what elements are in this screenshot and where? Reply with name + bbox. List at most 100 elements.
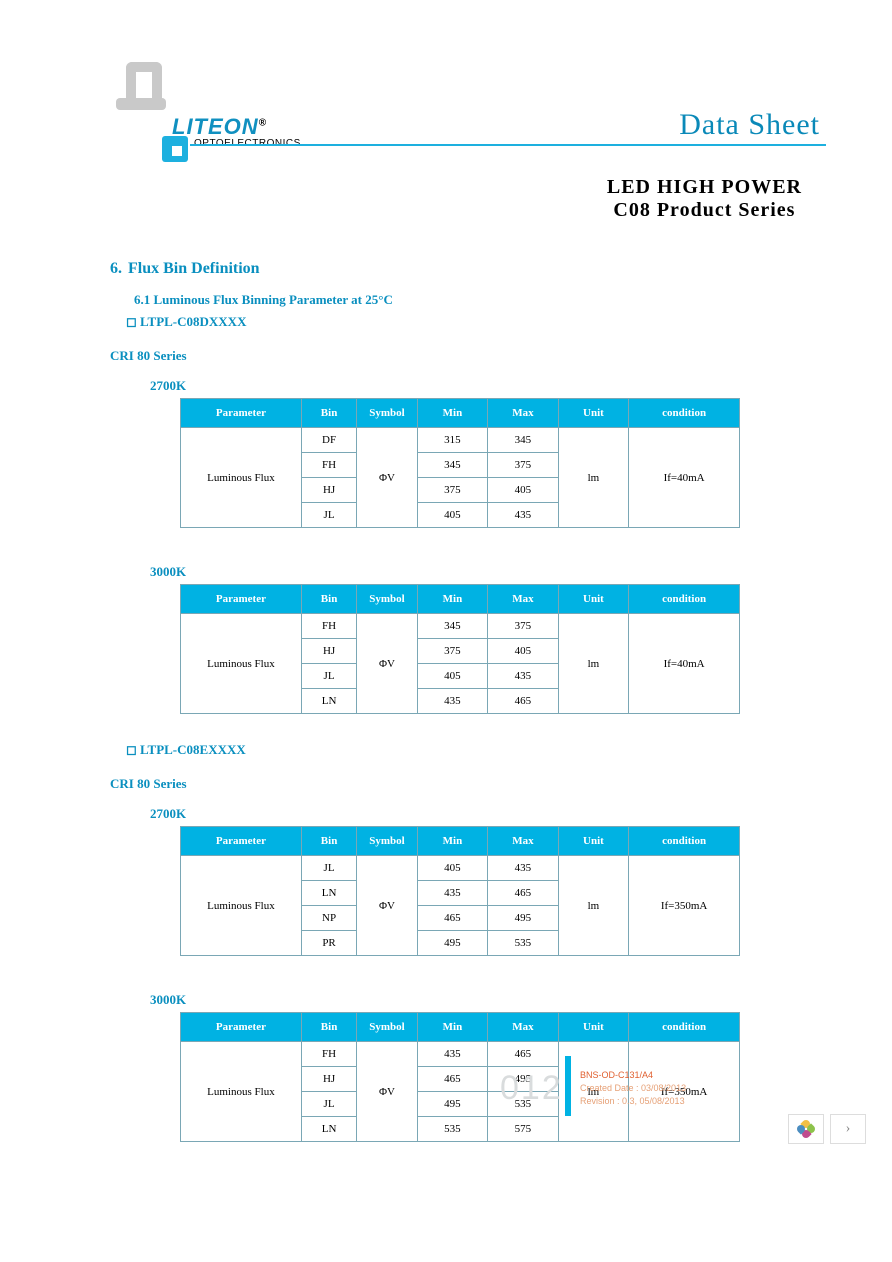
table-header-cell: Min <box>417 1013 488 1042</box>
bin-cell: LN <box>301 1117 356 1142</box>
table-row: Luminous FluxJLΦV405435lmIf=350mA <box>181 856 740 881</box>
table-row: Luminous FluxDFΦV315345lmIf=40mA <box>181 428 740 453</box>
doc-type-title: Data Sheet <box>679 108 820 142</box>
min-cell: 495 <box>417 1092 488 1117</box>
min-cell: 435 <box>417 881 488 906</box>
max-cell: 405 <box>488 478 559 503</box>
max-cell: 465 <box>488 689 559 714</box>
symbol-cell: ΦV <box>357 428 417 528</box>
table-header-cell: Min <box>417 827 488 856</box>
parameter-cell: Luminous Flux <box>181 1042 302 1142</box>
bin-cell: LN <box>301 881 356 906</box>
table-header-cell: Min <box>417 585 488 614</box>
table-header-cell: Min <box>417 399 488 428</box>
flux-bin-table: ParameterBinSymbolMinMaxUnitconditionLum… <box>180 398 740 528</box>
min-cell: 315 <box>417 428 488 453</box>
table-header-cell: condition <box>629 1013 740 1042</box>
table-header-cell: Bin <box>301 827 356 856</box>
table-header-cell: Max <box>488 827 559 856</box>
max-cell: 375 <box>488 614 559 639</box>
table-header-cell: Unit <box>558 827 629 856</box>
max-cell: 535 <box>488 931 559 956</box>
color-temperature: 3000K <box>150 992 822 1008</box>
footer-bns: BNS-OD-C131/A4 <box>580 1070 653 1080</box>
parameter-cell: Luminous Flux <box>181 614 302 714</box>
max-cell: 435 <box>488 664 559 689</box>
min-cell: 345 <box>417 614 488 639</box>
max-cell: 375 <box>488 453 559 478</box>
max-cell: 435 <box>488 503 559 528</box>
max-cell: 465 <box>488 1042 559 1067</box>
cri-series: CRI 80 Series <box>110 776 822 792</box>
table-header-cell: Symbol <box>357 827 417 856</box>
table-header-cell: condition <box>629 399 740 428</box>
bin-cell: LN <box>301 689 356 714</box>
table-header-cell: Max <box>488 585 559 614</box>
symbol-cell: ΦV <box>357 614 417 714</box>
table-header-cell: Bin <box>301 1013 356 1042</box>
table-header-cell: condition <box>629 585 740 614</box>
color-temperature: 2700K <box>150 806 822 822</box>
bin-cell: JL <box>301 664 356 689</box>
min-cell: 435 <box>417 689 488 714</box>
bin-cell: HJ <box>301 1067 356 1092</box>
max-cell: 435 <box>488 856 559 881</box>
bin-cell: JL <box>301 1092 356 1117</box>
section-heading: 6. Flux Bin Definition <box>110 260 822 278</box>
min-cell: 405 <box>417 503 488 528</box>
header-divider <box>190 144 826 146</box>
min-cell: 465 <box>417 906 488 931</box>
product-line-1: LED HIGH POWER <box>607 176 802 199</box>
flower-icon[interactable] <box>788 1114 824 1144</box>
condition-cell: If=40mA <box>629 614 740 714</box>
unit-cell: lm <box>558 614 629 714</box>
footer-accent-bar <box>565 1056 571 1116</box>
parameter-cell: Luminous Flux <box>181 856 302 956</box>
bin-cell: NP <box>301 906 356 931</box>
page-number: 012 <box>500 1069 563 1108</box>
color-temperature: 3000K <box>150 564 822 580</box>
parameter-cell: Luminous Flux <box>181 428 302 528</box>
table-header-cell: Bin <box>301 399 356 428</box>
min-cell: 465 <box>417 1067 488 1092</box>
table-header-cell: Parameter <box>181 399 302 428</box>
flux-bin-table: ParameterBinSymbolMinMaxUnitconditionLum… <box>180 826 740 956</box>
table-header-cell: Parameter <box>181 585 302 614</box>
table-header-cell: condition <box>629 827 740 856</box>
condition-cell: If=40mA <box>629 428 740 528</box>
table-header-cell: Max <box>488 399 559 428</box>
section-number: 6. <box>110 260 122 277</box>
footer-metadata: BNS-OD-C131/A4 Created Date : 03/08/2013… <box>580 1069 686 1108</box>
condition-cell: If=350mA <box>629 856 740 956</box>
footer-created: Created Date : 03/08/2013 <box>580 1083 686 1093</box>
cri-series: CRI 80 Series <box>110 348 822 364</box>
bin-cell: JL <box>301 503 356 528</box>
max-cell: 495 <box>488 906 559 931</box>
product-line-2: C08 Product Series <box>607 199 802 222</box>
table-header-cell: Unit <box>558 585 629 614</box>
flux-bin-table: ParameterBinSymbolMinMaxUnitconditionLum… <box>180 584 740 714</box>
footer-toolbar: › <box>788 1114 866 1144</box>
min-cell: 345 <box>417 453 488 478</box>
max-cell: 405 <box>488 639 559 664</box>
min-cell: 495 <box>417 931 488 956</box>
table-header-cell: Unit <box>558 1013 629 1042</box>
max-cell: 575 <box>488 1117 559 1142</box>
bin-cell: HJ <box>301 478 356 503</box>
bin-cell: PR <box>301 931 356 956</box>
min-cell: 405 <box>417 856 488 881</box>
max-cell: 345 <box>488 428 559 453</box>
bin-cell: FH <box>301 1042 356 1067</box>
min-cell: 375 <box>417 639 488 664</box>
min-cell: 375 <box>417 478 488 503</box>
table-row: Luminous FluxFHΦV345375lmIf=40mA <box>181 614 740 639</box>
min-cell: 535 <box>417 1117 488 1142</box>
unit-cell: lm <box>558 428 629 528</box>
symbol-cell: ΦV <box>357 856 417 956</box>
max-cell: 465 <box>488 881 559 906</box>
next-page-icon[interactable]: › <box>830 1114 866 1144</box>
table-header-cell: Symbol <box>357 585 417 614</box>
table-row: Luminous FluxFHΦV435465lmIf=350mA <box>181 1042 740 1067</box>
color-temperature: 2700K <box>150 378 822 394</box>
section-title: Flux Bin Definition <box>128 260 260 277</box>
